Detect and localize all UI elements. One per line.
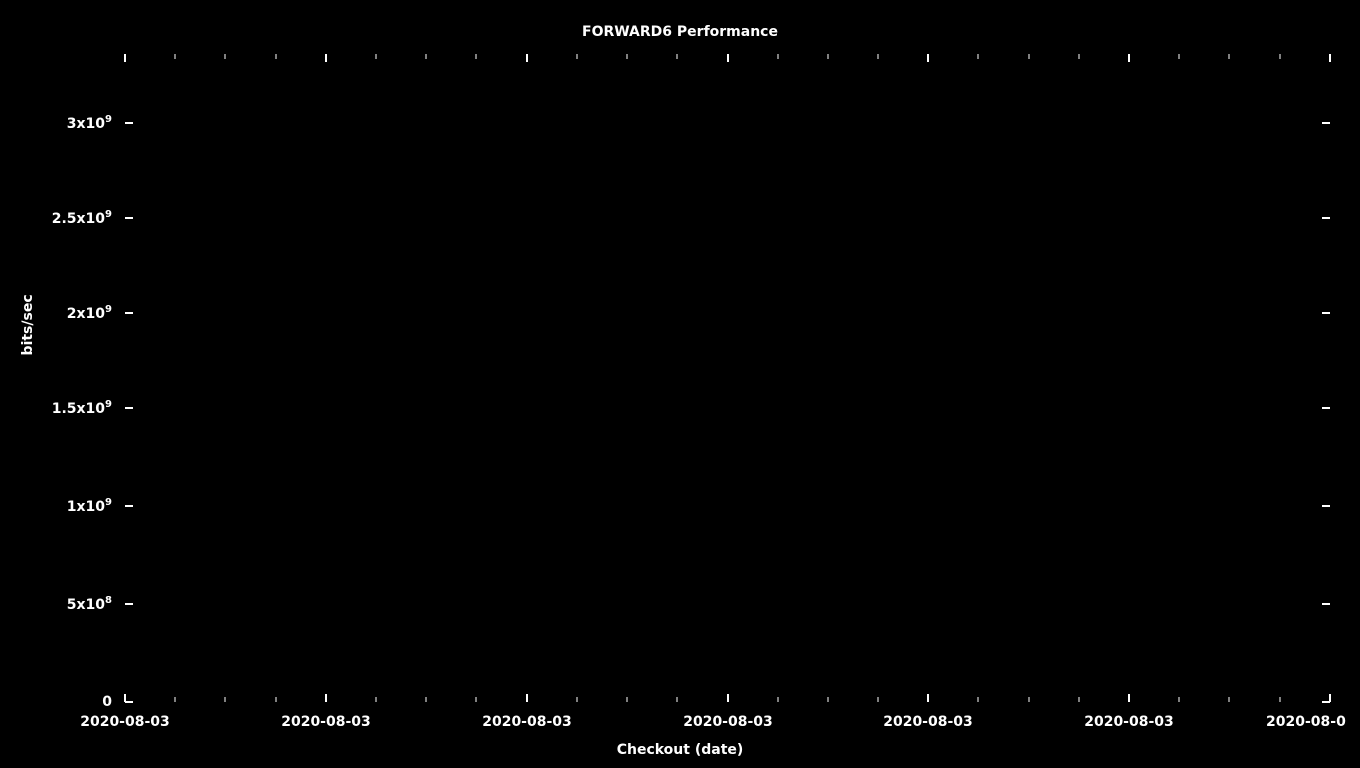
x-minor-tick — [778, 54, 779, 59]
x-minor-tick — [1029, 697, 1030, 702]
x-minor-tick — [476, 54, 477, 59]
x-minor-tick — [1280, 54, 1281, 59]
y-tick-mark — [1322, 122, 1330, 124]
x-tick-mark — [1128, 694, 1130, 702]
x-tick-label: 2020-08-03 — [1084, 714, 1174, 730]
x-axis-label: Checkout (date) — [0, 742, 1360, 758]
x-minor-tick — [828, 697, 829, 702]
x-minor-tick — [276, 54, 277, 59]
x-minor-tick — [627, 697, 628, 702]
x-minor-tick — [978, 54, 979, 59]
x-tick-mark — [124, 694, 126, 702]
y-tick-mark — [125, 312, 133, 314]
x-minor-tick — [1029, 54, 1030, 59]
x-minor-tick — [878, 697, 879, 702]
x-minor-tick — [225, 54, 226, 59]
x-tick-mark — [124, 54, 126, 62]
x-minor-tick — [778, 697, 779, 702]
x-tick-mark — [1329, 694, 1331, 702]
x-tick-label: 2020-08-03 — [281, 714, 371, 730]
x-minor-tick — [1280, 697, 1281, 702]
x-minor-tick — [1229, 697, 1230, 702]
x-minor-tick — [627, 54, 628, 59]
y-tick-mark — [125, 603, 133, 605]
x-minor-tick — [978, 697, 979, 702]
x-tick-mark — [1329, 54, 1331, 62]
x-tick-label: 2020-08-03 — [683, 714, 773, 730]
x-tick-mark — [325, 694, 327, 702]
y-tick-mark — [1322, 603, 1330, 605]
x-minor-tick — [1179, 697, 1180, 702]
x-minor-tick — [426, 54, 427, 59]
x-tick-label: 2020-08-03 — [80, 714, 170, 730]
x-minor-tick — [1179, 54, 1180, 59]
x-minor-tick — [828, 54, 829, 59]
x-tick-mark — [526, 694, 528, 702]
x-minor-tick — [476, 697, 477, 702]
y-tick-mark — [125, 505, 133, 507]
y-tick-mark — [125, 217, 133, 219]
x-tick-mark — [1128, 54, 1130, 62]
y-tick-mark — [1322, 505, 1330, 507]
y-tick-label: 0 — [102, 694, 112, 710]
x-minor-tick — [225, 697, 226, 702]
x-tick-mark — [927, 694, 929, 702]
chart-title: FORWARD6 Performance — [0, 24, 1360, 40]
y-tick-label: 2x109 — [67, 304, 112, 322]
x-minor-tick — [175, 54, 176, 59]
y-tick-label: 1.5x109 — [52, 399, 112, 417]
x-tick-label: 2020-08-03 — [883, 714, 973, 730]
x-tick-mark — [927, 54, 929, 62]
x-minor-tick — [1229, 54, 1230, 59]
x-minor-tick — [577, 54, 578, 59]
x-minor-tick — [376, 54, 377, 59]
x-tick-mark — [727, 54, 729, 62]
y-tick-label: 3x109 — [67, 114, 112, 132]
y-tick-label: 1x109 — [67, 497, 112, 515]
y-tick-mark — [1322, 217, 1330, 219]
x-minor-tick — [677, 54, 678, 59]
y-tick-mark — [1322, 407, 1330, 409]
x-minor-tick — [677, 697, 678, 702]
x-minor-tick — [376, 697, 377, 702]
y-tick-mark — [1322, 312, 1330, 314]
y-tick-mark — [125, 701, 133, 703]
x-minor-tick — [276, 697, 277, 702]
performance-chart: FORWARD6 Performance bits/sec Checkout (… — [0, 0, 1360, 768]
y-axis-label: bits/sec — [20, 294, 36, 355]
x-minor-tick — [878, 54, 879, 59]
x-minor-tick — [175, 697, 176, 702]
y-tick-mark — [125, 122, 133, 124]
x-tick-label: 2020-08-0 — [1266, 714, 1346, 730]
x-minor-tick — [426, 697, 427, 702]
x-tick-mark — [727, 694, 729, 702]
x-minor-tick — [577, 697, 578, 702]
x-tick-label: 2020-08-03 — [482, 714, 572, 730]
x-tick-mark — [325, 54, 327, 62]
y-tick-label: 5x108 — [67, 595, 112, 613]
y-tick-mark — [125, 407, 133, 409]
x-minor-tick — [1079, 697, 1080, 702]
x-tick-mark — [526, 54, 528, 62]
y-tick-label: 2.5x109 — [52, 209, 112, 227]
x-minor-tick — [1079, 54, 1080, 59]
